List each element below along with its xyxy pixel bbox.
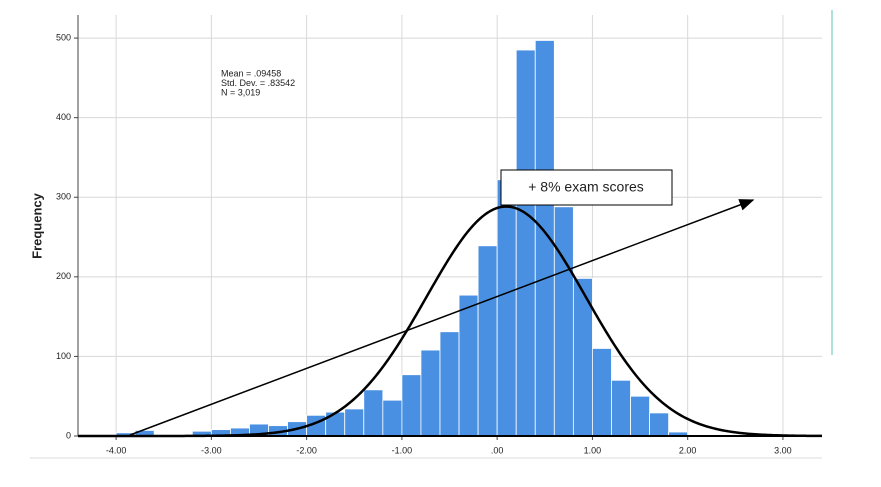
grid: 0 100 200 300 400 500 -4.00 -3.00 -2.00 -1.00 .00 1…: [56, 15, 822, 455]
bar: [515, 49, 536, 437]
x-tick-label: -3.00: [201, 445, 222, 455]
bar: [611, 379, 631, 437]
trend-arrow: [129, 199, 755, 436]
normal-curve: [78, 205, 823, 438]
bar: [649, 412, 670, 437]
bar: [477, 245, 498, 437]
annotation: + 8% exam scores: [528, 179, 644, 195]
x-tick-label: -1.00: [392, 445, 413, 455]
bar: [534, 40, 555, 437]
annotation-box: [500, 169, 673, 206]
bar: [344, 408, 365, 437]
bar: [630, 395, 650, 437]
bar: [458, 294, 479, 437]
x-tick-label: 2.00: [679, 445, 697, 455]
y-tick-label: 200: [56, 271, 71, 281]
y-axis-label: Frequency: [29, 192, 44, 259]
stat-label: N = 3,019: [221, 87, 260, 97]
bar: [496, 179, 517, 437]
bar: [420, 349, 441, 437]
x-tick-label: 3.00: [774, 445, 792, 455]
bar: [439, 331, 460, 437]
x-tick-label: .00: [491, 445, 504, 455]
bar: [401, 374, 422, 437]
bar: [553, 206, 574, 437]
bar: [363, 389, 384, 437]
bar: [382, 399, 403, 437]
y-tick-label: 500: [56, 32, 71, 42]
x-tick-label: -4.00: [106, 445, 127, 455]
y-tick-label: 400: [56, 112, 71, 122]
bars: [78, 40, 823, 438]
y-tick-label: 100: [56, 351, 71, 361]
bar: [592, 348, 612, 437]
x-tick-label: -2.00: [296, 445, 317, 455]
y-tick-label: 0: [66, 430, 71, 440]
y-tick-label: 300: [56, 192, 71, 202]
stat-label: Std. Dev. = .83542: [221, 78, 295, 88]
stat-label: Mean = .09458: [221, 68, 281, 78]
x-tick-label: 1.00: [584, 445, 602, 455]
